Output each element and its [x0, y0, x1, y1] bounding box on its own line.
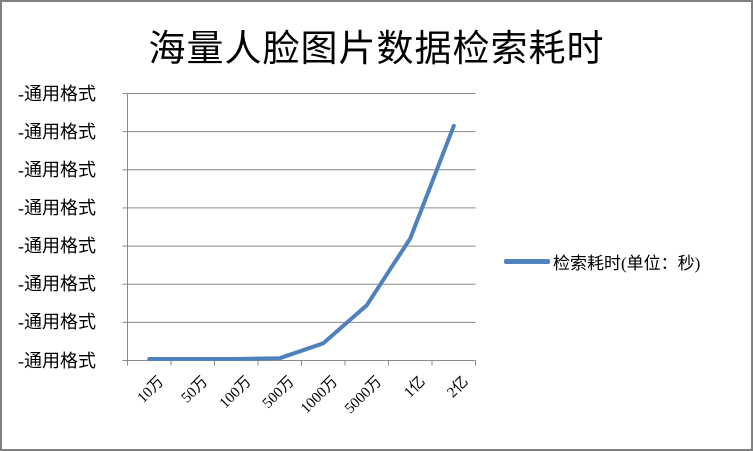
legend-label: 检索耗时(单位：秒)	[553, 253, 701, 273]
y-axis-tick-label: -通用格式	[18, 197, 96, 218]
chart-title: 海量人脸图片数据检索耗时	[148, 29, 605, 70]
y-axis-tick-label: -通用格式	[18, 274, 96, 295]
y-axis-tick-label: -通用格式	[18, 83, 96, 104]
y-axis-tick-label: -通用格式	[18, 350, 96, 371]
y-axis-tick-label: -通用格式	[18, 159, 96, 180]
series-line	[147, 123, 456, 361]
legend: 检索耗时(单位：秒)	[504, 249, 700, 273]
y-axis-tick-label: -通用格式	[18, 121, 96, 142]
legend-line-swatch	[504, 258, 550, 264]
y-axis-tick-label: -通用格式	[18, 236, 96, 257]
y-axis-tick-label: -通用格式	[18, 312, 96, 333]
